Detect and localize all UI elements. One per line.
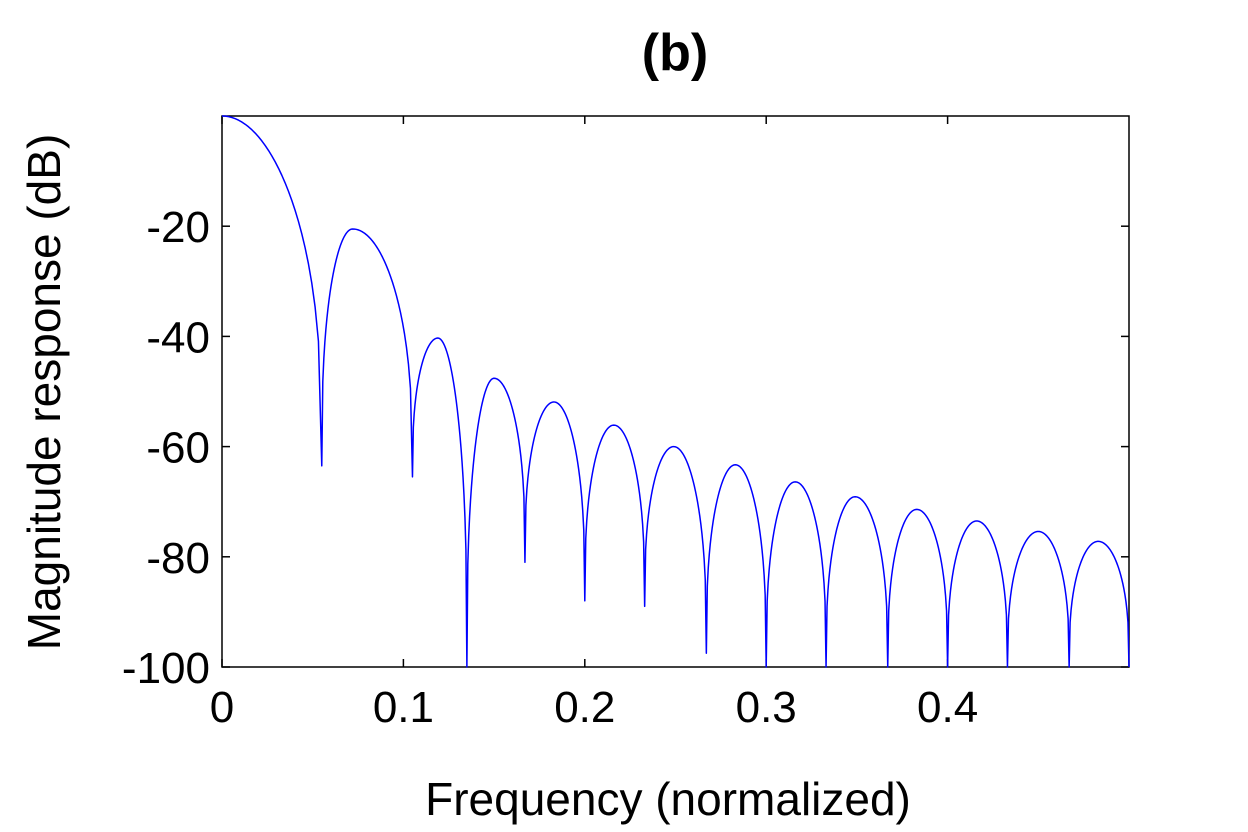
chart-title: (b) — [642, 24, 708, 82]
plot-area: 0 0.1 0.2 0.3 0.4 -20 -40 -60 -80 -100 — [122, 115, 1130, 732]
y-axis-label: Magnitude response (dB) — [18, 134, 70, 651]
axes-frame — [221, 115, 1130, 668]
magnitude-response-line — [221, 115, 1130, 668]
x-tick-label: 0.4 — [917, 683, 978, 732]
x-tick-label: 0.1 — [373, 683, 434, 732]
ticks — [221, 116, 1129, 668]
y-tick-label: -60 — [146, 424, 210, 473]
x-tick-label: 0.2 — [554, 683, 615, 732]
y-tick-label: -40 — [146, 313, 210, 362]
x-tick-label: 0.3 — [736, 683, 797, 732]
x-axis-label: Frequency (normalized) — [425, 773, 911, 825]
y-tick-label: -20 — [146, 203, 210, 252]
y-tick-label: -80 — [146, 534, 210, 583]
tick-labels: 0 0.1 0.2 0.3 0.4 -20 -40 -60 -80 -100 — [122, 203, 978, 732]
x-tick-label: 0 — [210, 683, 234, 732]
y-tick-label: -100 — [122, 644, 210, 693]
